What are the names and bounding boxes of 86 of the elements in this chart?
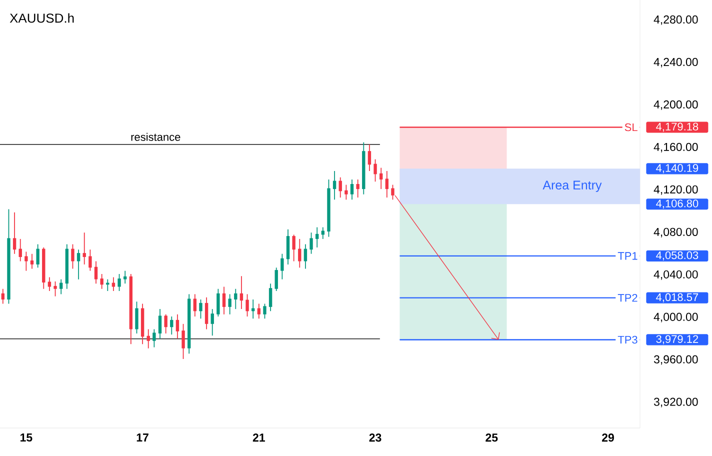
candlestick	[24, 251, 28, 272]
candlestick	[94, 260, 98, 284]
candlestick	[176, 314, 180, 340]
x-tick-label: 17	[136, 434, 148, 442]
y-tick-label: 4,200.00	[654, 100, 698, 110]
candlestick	[76, 249, 80, 280]
candlestick	[182, 323, 185, 360]
candlestick	[234, 288, 238, 310]
candlestick	[368, 144, 372, 172]
candlestick	[222, 286, 226, 315]
candlestick	[152, 328, 156, 348]
candlestick	[204, 296, 208, 330]
y-tick-label: 4,080.00	[654, 228, 698, 238]
candlestick	[321, 226, 325, 240]
ref-line-label: resistance	[131, 132, 180, 141]
candlestick	[228, 294, 232, 315]
candlestick	[332, 170, 336, 200]
x-tick-label: 25	[486, 434, 498, 442]
candlestick	[88, 249, 92, 272]
candlestick	[164, 314, 168, 334]
candlestick	[280, 253, 284, 280]
candlestick	[170, 316, 174, 335]
candlestick	[257, 303, 261, 320]
candlestick	[274, 267, 278, 292]
candlestick	[123, 270, 127, 284]
x-tick-label: 29	[602, 434, 614, 442]
ref-line-label: TP3	[618, 336, 638, 344]
candlestick	[344, 184, 348, 200]
candlestick	[193, 294, 197, 317]
candlestick	[12, 212, 16, 254]
candlestick	[310, 232, 313, 254]
candlestick	[391, 184, 394, 200]
text: XAUUSD.h	[10, 13, 74, 23]
text: 4,058.03	[656, 251, 698, 260]
candlestick	[118, 274, 121, 292]
candlestick	[298, 238, 302, 268]
candlestick	[158, 308, 162, 340]
candlestick	[54, 280, 57, 297]
candlestick	[30, 253, 34, 270]
ref-line-label: SL	[624, 123, 638, 132]
candlestick	[268, 283, 272, 312]
candlestick	[59, 278, 63, 295]
y-tick-label: 4,040.00	[654, 270, 698, 280]
y-tick-label: 4,120.00	[654, 185, 698, 195]
y-tick-label: 3,920.00	[654, 398, 698, 408]
candlestick	[385, 170, 389, 198]
y-tick-label: 4,000.00	[654, 312, 698, 322]
y-tick-label: 4,240.00	[654, 58, 698, 68]
candlestick	[338, 176, 342, 198]
candlestick	[36, 244, 40, 268]
text: 4,106.80	[656, 200, 698, 209]
candlestick	[356, 179, 360, 198]
y-tick-label: 4,280.00	[654, 15, 698, 25]
ref-line-label: TP1	[618, 252, 638, 260]
candlestick	[246, 294, 249, 317]
candlestick	[379, 167, 383, 190]
y-tick-label: 3,960.00	[654, 355, 698, 365]
text: 3,979.12	[656, 335, 698, 344]
candlestick	[292, 234, 296, 262]
x-tick-label: 23	[369, 434, 382, 442]
candlestick	[18, 238, 22, 262]
y-tick-label: 4,160.00	[654, 142, 698, 152]
candlestick	[304, 244, 308, 270]
x-tick-label: 15	[20, 434, 32, 442]
candlestick	[199, 299, 202, 320]
candlestick	[82, 232, 86, 265]
candlestick	[315, 226, 319, 248]
candlestick	[350, 179, 354, 200]
candlestick	[146, 328, 150, 349]
candlestick	[263, 303, 266, 320]
ref-line-label: TP2	[618, 294, 638, 302]
candlestick	[216, 288, 220, 317]
text: 4,179.18	[656, 122, 698, 132]
x-tick-label: 21	[252, 434, 265, 442]
candlestick	[100, 274, 104, 290]
candlestick	[210, 308, 214, 336]
candlestick	[1, 288, 5, 304]
candlestick	[71, 244, 74, 270]
band-label: Area Entry	[542, 180, 602, 192]
candlestick	[374, 158, 377, 182]
candlestick	[135, 301, 138, 334]
candlestick	[286, 228, 290, 265]
text: 4,140.19	[656, 164, 698, 174]
candlestick	[48, 276, 52, 292]
candlestick	[240, 276, 244, 310]
text: 4,018.57	[656, 293, 698, 302]
